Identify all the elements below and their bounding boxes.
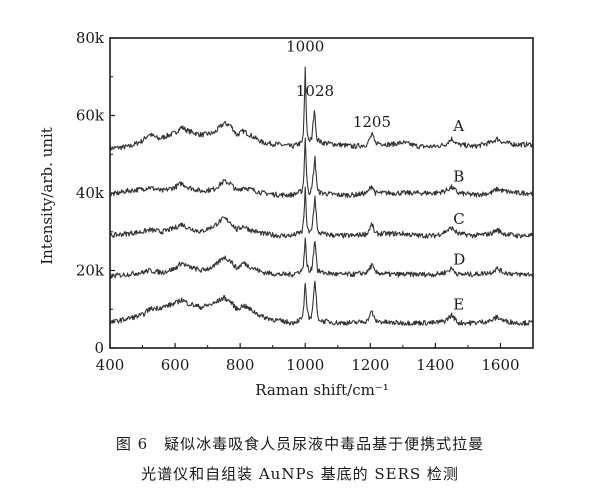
label-layer: 400 600 800 1000 1200 1400 1600 0 20k 40k 60k 80k A B… — [76, 29, 520, 374]
x-tick-label: 600 — [161, 356, 190, 374]
series-line-a — [109, 66, 534, 152]
figure-caption-line-2: 光谱仪和自组装 AuNPs 基底的 SERS 检测 — [141, 465, 459, 483]
series-line-d — [109, 237, 534, 279]
y-tick-label: 20k — [76, 262, 105, 280]
x-tick-label: 1000 — [286, 356, 324, 374]
peak-label-1028: 1028 — [296, 82, 334, 100]
y-tick-label: 60k — [76, 107, 105, 125]
series-line-b — [109, 137, 534, 199]
y-tick-label: 0 — [94, 339, 104, 357]
series-label-c: C — [453, 210, 464, 228]
y-tick-label: 80k — [76, 29, 105, 47]
y-axis-title: Intensity/arb. unit — [38, 127, 56, 265]
peak-label-1000: 1000 — [286, 38, 324, 56]
x-tick-label: 1200 — [351, 356, 389, 374]
x-axis-title: Raman shift/cm⁻¹ — [255, 381, 389, 399]
series-label-a: A — [452, 117, 464, 135]
x-tick-label: 400 — [96, 356, 125, 374]
series-line-e — [109, 280, 534, 326]
series-layer — [109, 66, 534, 326]
series-label-d: D — [453, 251, 465, 269]
series-line-c — [109, 186, 534, 239]
series-label-b: B — [453, 167, 464, 185]
x-tick-label: 800 — [226, 356, 255, 374]
x-tick-label: 1400 — [416, 356, 454, 374]
series-label-e: E — [453, 295, 464, 313]
figure-caption-line-1: 图 6 疑似冰毒吸食人员尿液中毒品基于便携式拉曼 — [115, 435, 485, 453]
x-tick-label: 1600 — [481, 356, 519, 374]
plot-frame — [109, 37, 534, 349]
y-tick-label: 40k — [76, 184, 105, 202]
peak-label-1205: 1205 — [353, 113, 391, 131]
